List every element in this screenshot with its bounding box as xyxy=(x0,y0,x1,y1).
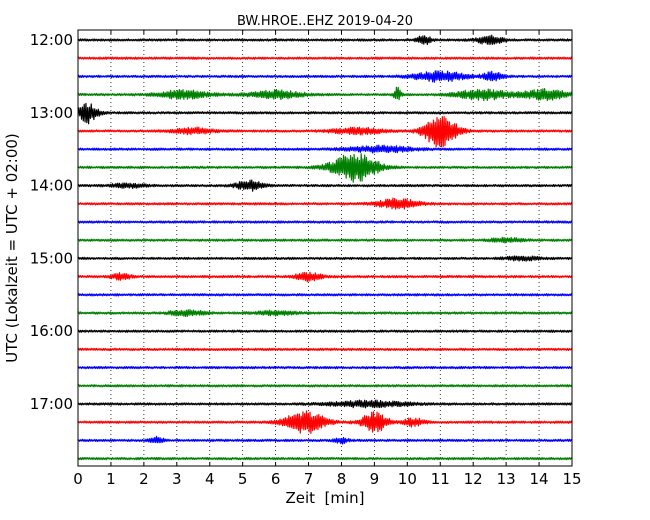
seismic-trace xyxy=(77,410,573,434)
x-tick-label: 11 xyxy=(431,470,450,488)
seismic-trace xyxy=(77,255,573,262)
x-tick-label: 12 xyxy=(464,470,483,488)
x-tick-label: 2 xyxy=(139,470,149,488)
plot-frame xyxy=(77,29,573,467)
y-tick-label: 14:00 xyxy=(30,177,73,195)
seismic-trace xyxy=(77,70,573,83)
seismic-trace xyxy=(77,220,573,224)
seismic-trace xyxy=(77,456,573,461)
seismic-trace xyxy=(77,179,573,192)
seismic-trace xyxy=(77,34,573,46)
y-tick-label: 16:00 xyxy=(30,322,73,340)
x-tick-label: 15 xyxy=(562,470,581,488)
seismic-trace xyxy=(77,144,573,154)
grid-lines xyxy=(110,30,540,466)
seismic-trace xyxy=(77,435,573,445)
seismic-trace xyxy=(77,197,573,210)
seismic-trace xyxy=(77,384,573,388)
seismic-trace xyxy=(77,153,573,183)
seismic-trace xyxy=(77,56,573,60)
seismic-trace xyxy=(77,271,573,283)
x-tick-label: 7 xyxy=(304,470,314,488)
x-tick-label: 0 xyxy=(73,470,83,488)
x-tick-label: 4 xyxy=(205,470,215,488)
seismic-trace xyxy=(77,86,573,102)
seismic-trace xyxy=(77,329,573,333)
y-tick-label: 13:00 xyxy=(30,104,73,122)
x-tick-label: 1 xyxy=(106,470,116,488)
seismic-trace xyxy=(77,347,573,352)
seismic-traces xyxy=(77,34,573,461)
x-tick-label: 8 xyxy=(337,470,347,488)
x-tick-label: 5 xyxy=(238,470,248,488)
seismic-trace xyxy=(77,293,573,297)
seismic-trace xyxy=(77,102,573,125)
x-tick-label: 9 xyxy=(370,470,380,488)
seismic-trace xyxy=(77,365,573,370)
y-axis-label: UTC (Lokalzeit = UTC + 02:00) xyxy=(3,133,21,363)
x-tick-label: 3 xyxy=(172,470,182,488)
x-tick-label: 14 xyxy=(530,470,549,488)
y-axis-ticks: 12:00 13:00 14:00 15:00 16:00 17:00 xyxy=(30,31,572,413)
seismic-trace xyxy=(77,236,573,244)
seismic-trace xyxy=(77,116,573,148)
x-axis-label: Zeit [min] xyxy=(285,489,364,507)
x-tick-label: 10 xyxy=(398,470,417,488)
y-tick-label: 17:00 xyxy=(30,395,73,413)
x-tick-label: 6 xyxy=(271,470,281,488)
y-tick-label: 15:00 xyxy=(30,249,73,267)
chart-title: BW.HROE..EHZ 2019-04-20 xyxy=(237,14,413,29)
y-tick-label: 12:00 xyxy=(30,31,73,49)
x-axis-ticks: 0 1 2 3 4 5 6 7 8 9 10 11 12 13 14 15 xyxy=(73,30,582,488)
seismic-trace xyxy=(77,309,573,318)
seismic-trace xyxy=(77,399,573,409)
x-tick-label: 13 xyxy=(497,470,516,488)
